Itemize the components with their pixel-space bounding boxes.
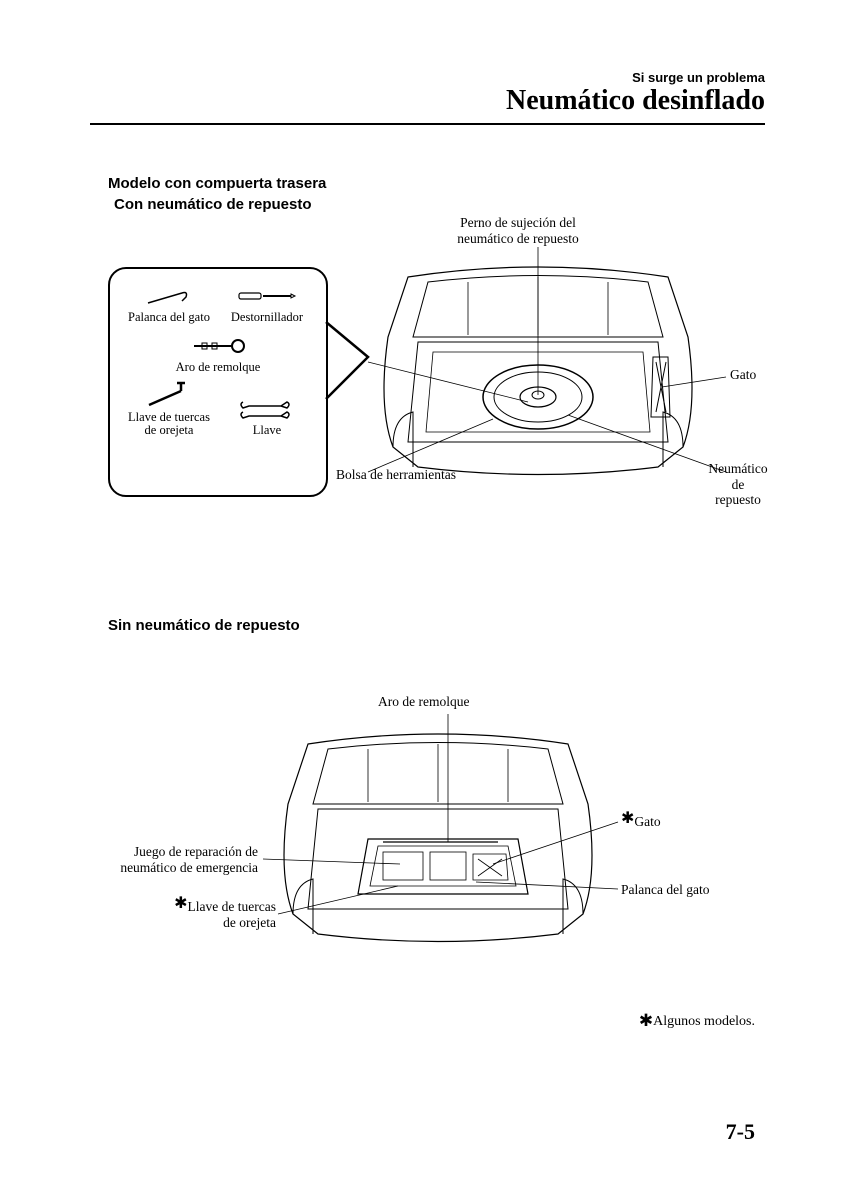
footnote: ✱Algunos modelos. xyxy=(639,1014,755,1030)
header-title: Neumático desinflado xyxy=(90,85,765,117)
diagram-with-spare: Perno de sujeción del neumático de repue… xyxy=(108,217,768,547)
section-hatchback: Modelo con compuerta trasera Con neumáti… xyxy=(108,175,765,547)
tool-tow-ring: Aro de remolque xyxy=(120,333,316,375)
label-repair-kit: Juego de reparación de neumático de emer… xyxy=(78,844,258,875)
page-number: 7-5 xyxy=(726,1119,755,1145)
label-toolbag: Bolsa de herramientas xyxy=(336,467,456,483)
tool-wrench: Llave xyxy=(218,396,316,438)
lug-wrench-label: Llave de tuercas de orejeta xyxy=(120,411,218,439)
car-rear-svg-1 xyxy=(348,247,728,497)
section1-title: Modelo con compuerta trasera xyxy=(108,175,765,192)
toolbox-callout: Palanca del gato Destornillador xyxy=(108,267,328,497)
label-bolt: Perno de sujeción del neumático de repue… xyxy=(428,215,608,246)
label-spare: Neumático de repuesto xyxy=(708,461,768,508)
label-tow-ring-2: Aro de remolque xyxy=(378,694,469,710)
tool-jack-lever: Palanca del gato xyxy=(120,283,218,325)
label-jack-lever-2: Palanca del gato xyxy=(621,882,709,898)
tool-screwdriver: Destornillador xyxy=(218,283,316,325)
car-rear-svg-2 xyxy=(248,714,628,964)
section2-title: Sin neumático de repuesto xyxy=(108,617,765,634)
label-jack-1: Gato xyxy=(730,367,756,383)
page-header: Si surge un problema Neumático desinflad… xyxy=(90,70,765,125)
section-no-spare: Sin neumático de repuesto Aro de remolqu… xyxy=(108,617,765,994)
section1-subtitle: Con neumático de repuesto xyxy=(114,196,765,213)
manual-page: Si surge un problema Neumático desinflad… xyxy=(0,0,845,1200)
header-subtitle: Si surge un problema xyxy=(90,70,765,85)
tool-lug-wrench: Llave de tuercas de orejeta xyxy=(120,383,218,439)
diagram-without-spare: Aro de remolque xyxy=(108,694,768,994)
label-jack-2: ✱Gato xyxy=(621,814,661,830)
label-lug-wrench-2: ✱Llave de tuercas de orejeta xyxy=(146,899,276,930)
